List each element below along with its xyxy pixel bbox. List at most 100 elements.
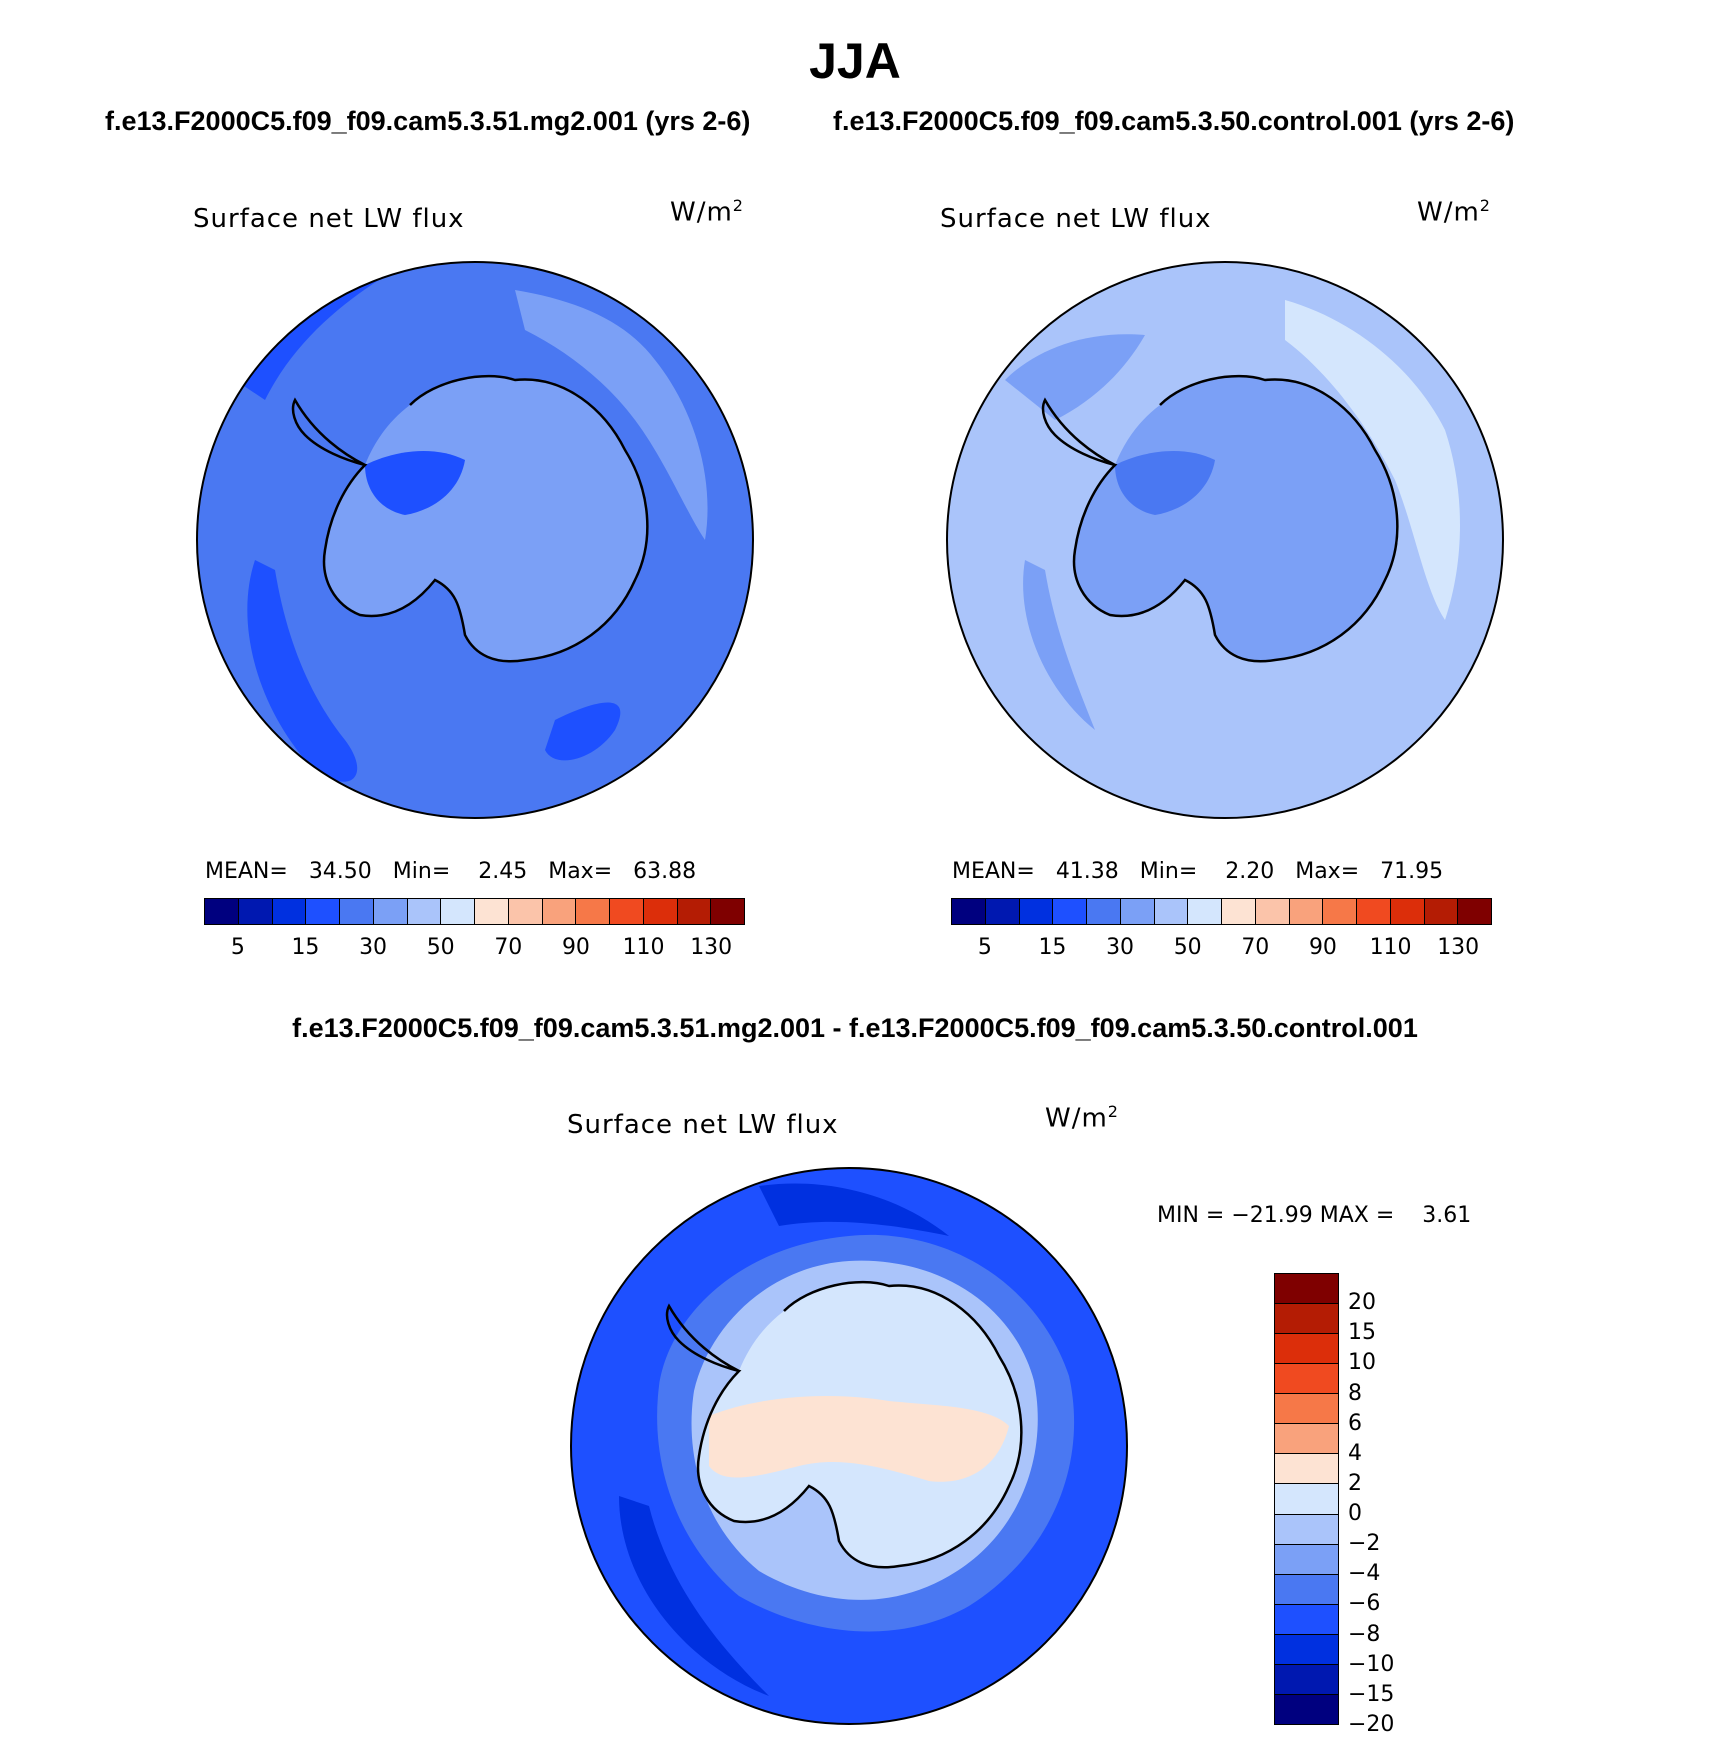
colorbar-swatch xyxy=(1275,1634,1338,1665)
left-colorbar-ticks: 5 15 30 50 70 90 110 130 xyxy=(204,935,745,965)
diff-min-max: MIN = −21.99 MAX = 3.61 xyxy=(1157,1203,1472,1228)
left-map-deep-interior xyxy=(365,450,465,515)
right-map-deep-interior xyxy=(1115,450,1215,515)
left-map-antarctica-fill xyxy=(324,376,648,662)
colorbar-tick-label: −20 xyxy=(1348,1712,1395,1737)
diff-colorbar-ticks: 20 15 10 8 6 4 2 0 −2 −4 −6 −8 −10 −15 −20 xyxy=(1348,1273,1468,1737)
colorbar-tick-label: 30 xyxy=(359,935,388,960)
right-map-mid-patch xyxy=(1005,334,1145,420)
colorbar-tick-label: 5 xyxy=(230,935,245,960)
colorbar-swatch xyxy=(576,899,610,924)
right-case-label: f.e13.F2000C5.f09_f09.cam5.3.50.control.… xyxy=(833,106,1515,136)
right-colorbar-ticks: 5 15 30 50 70 90 110 130 xyxy=(951,935,1492,965)
left-units-label: W/m2 xyxy=(670,196,744,228)
diff-colorbar xyxy=(1274,1273,1339,1725)
colorbar-swatch xyxy=(1053,899,1087,924)
colorbar-swatch xyxy=(1120,899,1155,924)
colorbar-swatch xyxy=(985,899,1020,924)
colorbar-swatch xyxy=(1275,1394,1338,1425)
colorbar-tick-label: 50 xyxy=(426,935,455,960)
colorbar-tick-label: 70 xyxy=(494,935,523,960)
colorbar-swatch xyxy=(407,899,442,924)
colorbar-tick-label: 0 xyxy=(1348,1501,1362,1527)
diff-map-positive-region xyxy=(709,1396,1009,1482)
left-colorbar xyxy=(204,898,745,925)
colorbar-tick-label: 30 xyxy=(1106,935,1135,960)
left-map-deep-patch xyxy=(545,702,621,761)
right-colorbar xyxy=(951,898,1492,925)
colorbar-tick-label: 110 xyxy=(1369,935,1412,960)
colorbar-swatch xyxy=(1154,899,1189,924)
colorbar-swatch xyxy=(1275,1574,1338,1605)
colorbar-tick-label: 90 xyxy=(1308,935,1337,960)
colorbar-swatch xyxy=(610,899,644,924)
colorbar-swatch xyxy=(205,899,239,924)
colorbar-tick-label: −6 xyxy=(1348,1591,1381,1617)
colorbar-swatch xyxy=(1275,1694,1338,1724)
colorbar-swatch xyxy=(1275,1304,1338,1335)
colorbar-swatch xyxy=(1275,1544,1338,1575)
right-units-label: W/m2 xyxy=(1417,196,1491,228)
figure-title: JJA xyxy=(809,33,901,89)
colorbar-tick-label: −10 xyxy=(1348,1651,1395,1677)
colorbar-tick-label: −15 xyxy=(1348,1681,1395,1707)
colorbar-swatch xyxy=(542,899,577,924)
right-map xyxy=(946,261,1504,819)
colorbar-swatch xyxy=(238,899,273,924)
colorbar-swatch xyxy=(1275,1364,1338,1395)
colorbar-swatch xyxy=(1019,899,1054,924)
colorbar-swatch xyxy=(475,899,509,924)
colorbar-tick-label: 50 xyxy=(1173,935,1202,960)
colorbar-swatch xyxy=(508,899,543,924)
colorbar-tick-label: 130 xyxy=(690,935,733,960)
right-variable-label: Surface net LW flux xyxy=(940,204,1212,234)
colorbar-swatch xyxy=(1275,1424,1338,1455)
colorbar-swatch xyxy=(1188,899,1222,924)
right-map-antarctica-fill xyxy=(1074,376,1398,662)
colorbar-swatch xyxy=(1275,1514,1338,1545)
colorbar-tick-label: 2 xyxy=(1348,1470,1362,1496)
left-map xyxy=(196,261,754,819)
right-stats: MEAN= 41.38 Min= 2.20 Max= 71.95 xyxy=(952,859,1444,884)
colorbar-tick-label: 130 xyxy=(1437,935,1480,960)
colorbar-swatch xyxy=(711,899,744,924)
right-map-light-band xyxy=(1285,300,1460,620)
colorbar-tick-label: 8 xyxy=(1348,1380,1362,1406)
colorbar-tick-label: −2 xyxy=(1348,1531,1381,1557)
colorbar-swatch xyxy=(1087,899,1121,924)
colorbar-swatch xyxy=(1289,899,1324,924)
diff-map-deep-band xyxy=(619,1496,769,1696)
left-map-border xyxy=(196,261,754,819)
diff-units-label: W/m2 xyxy=(1045,1102,1119,1134)
colorbar-swatch xyxy=(272,899,307,924)
left-map-deep-band-2 xyxy=(235,270,395,400)
colorbar-tick-label: 15 xyxy=(291,935,320,960)
left-stats: MEAN= 34.50 Min= 2.45 Max= 63.88 xyxy=(205,859,697,884)
colorbar-swatch xyxy=(643,899,678,924)
colorbar-swatch xyxy=(1275,1484,1338,1515)
diff-map-coastline xyxy=(665,1280,1023,1569)
colorbar-swatch xyxy=(1275,1604,1338,1635)
right-map-border xyxy=(946,261,1504,819)
colorbar-swatch xyxy=(677,899,712,924)
left-map-deep-band xyxy=(247,560,358,782)
diff-map-deep-top xyxy=(759,1183,949,1236)
colorbar-tick-label: 90 xyxy=(561,935,590,960)
colorbar-tick-label: −8 xyxy=(1348,1621,1381,1647)
colorbar-swatch xyxy=(441,899,475,924)
left-case-label: f.e13.F2000C5.f09_f09.cam5.3.51.mg2.001 … xyxy=(105,106,751,136)
colorbar-swatch xyxy=(1390,899,1425,924)
colorbar-swatch xyxy=(1275,1454,1338,1485)
colorbar-swatch xyxy=(952,899,986,924)
colorbar-tick-label: 4 xyxy=(1348,1440,1362,1466)
colorbar-swatch xyxy=(306,899,340,924)
colorbar-swatch xyxy=(1275,1334,1338,1365)
colorbar-tick-label: 70 xyxy=(1241,935,1270,960)
colorbar-tick-label: 20 xyxy=(1348,1290,1376,1316)
diff-variable-label: Surface net LW flux xyxy=(567,1110,839,1140)
left-map-light-band xyxy=(515,290,708,540)
colorbar-tick-label: −4 xyxy=(1348,1561,1381,1587)
diff-map xyxy=(570,1167,1128,1725)
colorbar-swatch xyxy=(1323,899,1357,924)
diff-map-border xyxy=(570,1167,1128,1725)
